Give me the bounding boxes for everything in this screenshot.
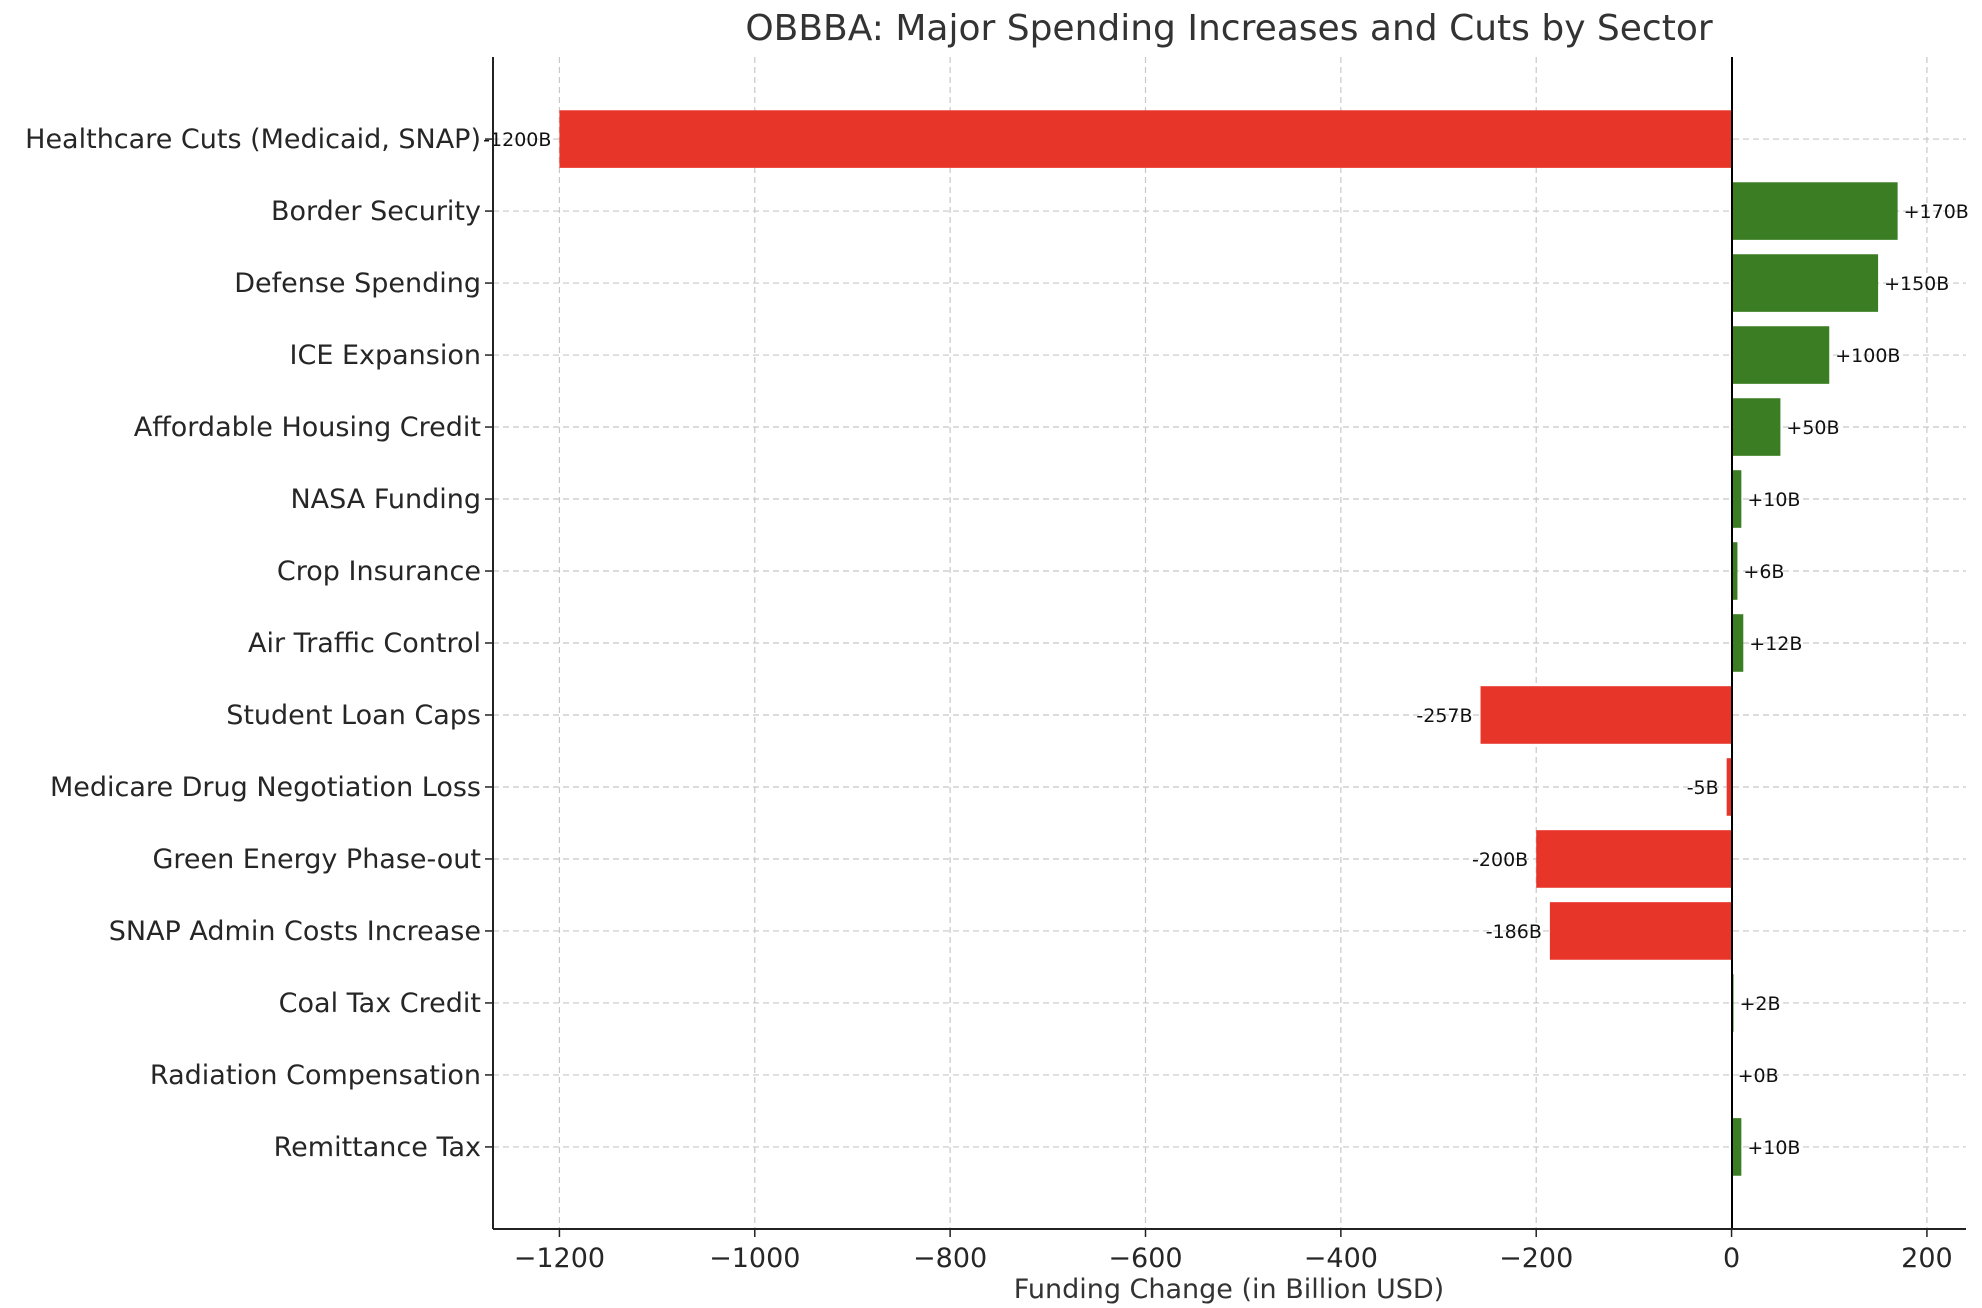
y-tick-label: Coal Tax Credit	[279, 988, 481, 1019]
bar	[1726, 758, 1732, 816]
value-label: +10B	[1747, 489, 1800, 511]
x-tick-label: −800	[913, 1243, 987, 1274]
bar	[1731, 254, 1879, 312]
x-tick-label: −400	[1304, 1243, 1378, 1274]
y-tick-label: ICE Expansion	[290, 340, 482, 371]
bar	[1549, 902, 1732, 960]
x-tick-label: 0	[1723, 1243, 1740, 1274]
y-tick-labels: Healthcare Cuts (Medicaid, SNAP) Border S…	[25, 124, 493, 1163]
value-label: -200B	[1472, 849, 1528, 871]
value-labels: -1200B +170B +150B +100B +50B +10B +6B +12B -257…	[483, 129, 1969, 1159]
value-label: +0B	[1738, 1065, 1779, 1087]
value-label: +12B	[1749, 633, 1802, 655]
x-tick-labels: −1200 −1000 −800 −600 −400 −200 0 200	[514, 1229, 1953, 1274]
x-tick-label: −600	[1108, 1243, 1182, 1274]
y-tick-label: SNAP Admin Costs Increase	[109, 916, 481, 947]
value-label: -5B	[1687, 777, 1719, 799]
value-label: +50B	[1786, 417, 1839, 439]
value-label: +100B	[1835, 345, 1900, 367]
y-tick-label: Green Energy Phase-out	[152, 844, 481, 875]
y-tick-label: NASA Funding	[290, 484, 481, 515]
x-tick-label: −1200	[514, 1243, 605, 1274]
bar	[1731, 326, 1830, 384]
x-tick-label: 200	[1901, 1243, 1953, 1274]
x-tick-label: −1000	[709, 1243, 800, 1274]
y-tick-label: Remittance Tax	[274, 1132, 481, 1163]
y-tick-label: Healthcare Cuts (Medicaid, SNAP)	[25, 124, 481, 155]
value-label: -1200B	[483, 129, 551, 151]
bar	[559, 110, 1732, 168]
y-tick-label: Affordable Housing Credit	[134, 412, 481, 443]
chart-title: OBBBA: Major Spending Increases and Cuts…	[745, 8, 1713, 49]
bar	[1536, 830, 1732, 888]
y-tick-label: Crop Insurance	[277, 556, 481, 587]
x-tick-label: −200	[1499, 1243, 1573, 1274]
value-label: +6B	[1743, 561, 1784, 583]
value-label: +170B	[1904, 201, 1969, 223]
value-label: -257B	[1416, 705, 1472, 727]
bars	[559, 110, 1898, 1176]
value-label: +2B	[1740, 993, 1781, 1015]
y-tick-label: Radiation Compensation	[150, 1060, 481, 1091]
bar	[1731, 614, 1744, 672]
y-tick-label: Defense Spending	[234, 268, 481, 299]
x-axis-label: Funding Change (in Billion USD)	[1014, 1274, 1444, 1305]
value-label: -186B	[1486, 921, 1542, 943]
y-tick-label: Border Security	[271, 196, 481, 227]
value-label: +10B	[1747, 1137, 1800, 1159]
bar	[1480, 686, 1732, 744]
bar	[1731, 182, 1898, 240]
y-tick-label: Air Traffic Control	[248, 628, 481, 659]
bar	[1731, 542, 1738, 600]
bar	[1731, 1118, 1742, 1176]
bar	[1731, 470, 1742, 528]
y-tick-label: Medicare Drug Negotiation Loss	[50, 772, 481, 803]
value-label: +150B	[1884, 273, 1949, 295]
y-tick-label: Student Loan Caps	[226, 700, 481, 731]
bar	[1731, 398, 1781, 456]
